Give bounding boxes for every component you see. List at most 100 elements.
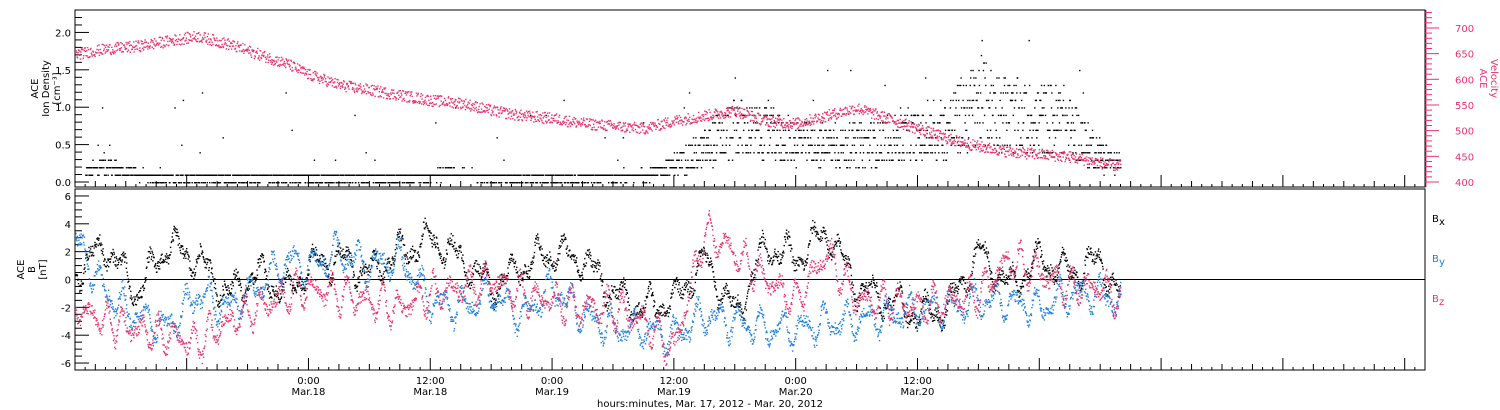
data-point xyxy=(787,125,789,128)
data-point xyxy=(570,121,572,123)
data-point xyxy=(1019,92,1022,94)
data-point xyxy=(91,55,94,57)
data-point xyxy=(172,42,175,44)
data-point xyxy=(844,159,846,161)
data-point xyxy=(1035,129,1037,132)
data-point xyxy=(919,129,921,132)
data-point xyxy=(457,101,459,103)
data-point xyxy=(615,125,617,127)
data-point xyxy=(1010,99,1012,102)
data-point xyxy=(280,64,282,66)
data-point xyxy=(1100,157,1102,159)
data-point xyxy=(120,41,122,44)
data-point xyxy=(208,174,210,176)
data-point xyxy=(243,50,246,52)
data-point xyxy=(819,167,822,169)
data-point xyxy=(897,119,900,122)
data-point xyxy=(263,51,266,53)
data-point xyxy=(836,117,838,119)
data-point xyxy=(280,56,283,59)
data-point xyxy=(133,174,136,176)
data-point xyxy=(876,159,878,161)
data-point xyxy=(1021,144,1024,147)
data-point xyxy=(1043,107,1045,109)
data-point xyxy=(1096,159,1098,161)
data-point xyxy=(122,50,124,53)
data-point xyxy=(1050,84,1052,87)
data-point xyxy=(807,144,810,147)
data-point xyxy=(382,174,384,176)
data-point xyxy=(594,182,596,184)
data-point xyxy=(550,121,552,123)
data-point xyxy=(614,182,617,184)
data-point xyxy=(1016,77,1019,79)
data-point xyxy=(188,33,190,35)
data-point xyxy=(278,182,280,184)
data-point xyxy=(371,84,373,87)
data-point xyxy=(753,115,755,117)
data-point xyxy=(1118,152,1120,154)
data-point xyxy=(91,174,94,176)
data-point xyxy=(289,182,292,184)
data-point xyxy=(1097,152,1100,154)
data-point xyxy=(374,182,377,184)
data-point xyxy=(935,130,937,132)
data-point xyxy=(512,174,514,176)
data-point xyxy=(516,116,519,118)
data-point xyxy=(479,174,482,176)
data-point xyxy=(218,44,220,47)
data-point xyxy=(187,174,190,176)
data-point xyxy=(296,69,298,72)
data-point xyxy=(820,159,822,161)
data-point xyxy=(388,174,390,176)
data-point xyxy=(672,122,675,124)
data-point xyxy=(692,137,695,139)
data-point xyxy=(835,118,838,120)
data-point xyxy=(867,129,870,132)
data-point xyxy=(401,94,403,96)
data-point xyxy=(179,34,181,36)
data-point xyxy=(877,118,880,121)
data-point xyxy=(529,115,532,118)
data-point xyxy=(94,55,96,58)
data-point xyxy=(175,38,178,41)
data-point xyxy=(1066,154,1069,156)
data-point xyxy=(650,123,653,125)
data-point xyxy=(1016,92,1018,94)
data-point xyxy=(225,48,228,50)
data-point xyxy=(908,120,910,122)
data-point xyxy=(165,43,168,46)
data-point xyxy=(489,105,491,108)
data-point xyxy=(981,141,983,143)
data-point xyxy=(1062,99,1065,102)
data-point xyxy=(204,32,207,34)
data-point xyxy=(860,144,862,147)
data-point xyxy=(714,111,716,114)
data-point xyxy=(337,79,339,81)
data-point xyxy=(635,131,638,133)
data-point xyxy=(126,43,128,45)
data-point xyxy=(79,291,81,293)
data-point xyxy=(972,99,975,102)
data-point xyxy=(864,167,866,169)
data-point xyxy=(934,144,936,147)
data-point xyxy=(880,152,883,154)
data-point xyxy=(649,167,652,169)
data-point xyxy=(1064,129,1067,132)
data-point xyxy=(939,130,942,133)
data-point xyxy=(1074,107,1077,109)
data-point xyxy=(800,152,803,154)
data-point xyxy=(422,174,424,176)
data-point xyxy=(636,124,638,127)
data-point xyxy=(439,104,441,107)
data-point xyxy=(681,120,683,122)
data-point xyxy=(96,237,98,240)
data-point xyxy=(705,137,708,139)
data-point xyxy=(396,92,399,95)
data-point xyxy=(373,89,376,91)
data-point xyxy=(734,113,736,116)
data-point xyxy=(575,125,578,127)
data-point xyxy=(868,108,871,111)
data-point xyxy=(300,66,303,69)
data-point xyxy=(127,41,129,44)
